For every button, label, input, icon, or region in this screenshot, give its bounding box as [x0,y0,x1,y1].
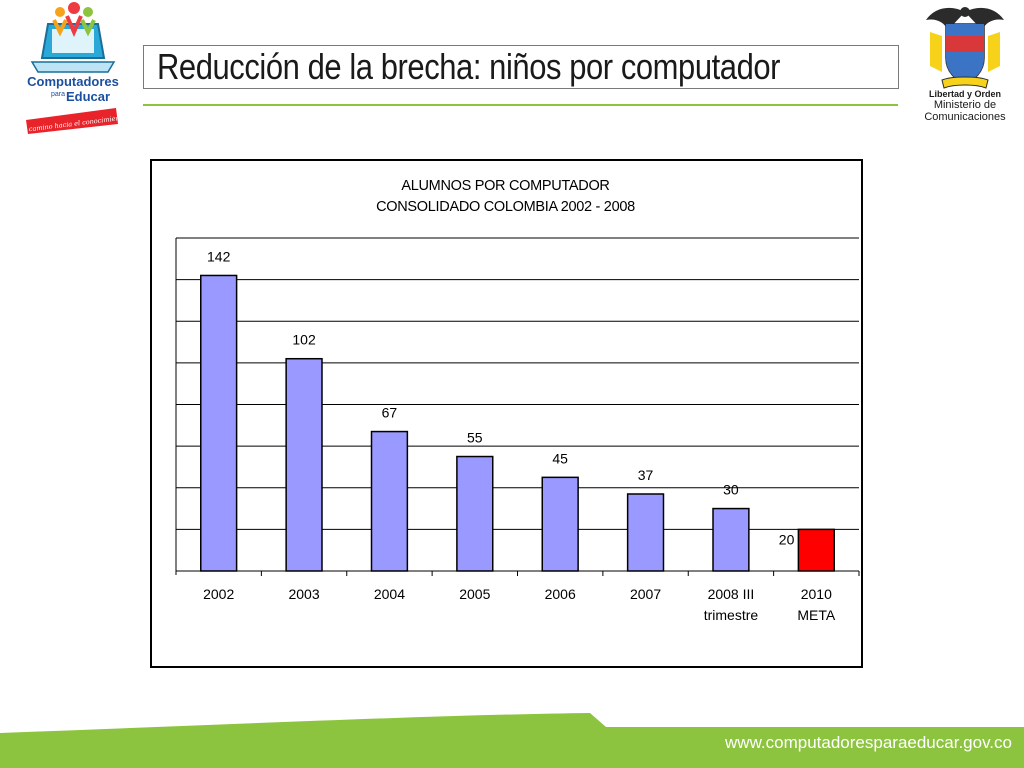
x-tick-label: 2003 [288,586,319,602]
bar [541,476,579,572]
footer-band [0,713,1024,768]
data-label: 30 [723,482,739,498]
data-label: 142 [207,248,231,264]
data-label: 37 [638,467,654,483]
bar [370,430,409,572]
data-label: 20 [779,531,795,547]
x-tick-label: 2007 [630,586,661,602]
ministry-label: Ministerio de Comunicaciones [906,99,1024,123]
bar [712,507,750,572]
x-tick-label: trimestre [704,607,759,623]
ministry-label-line2: Comunicaciones [924,111,1006,123]
title-box [143,45,899,89]
data-label: 45 [552,450,568,466]
computadores-para-educar-logo: Computadores para Educar un camino hacia… [18,2,127,135]
bar-chart: 142 2002 102 2003 67 2004 55 2005 45 2006 37 2007 30… [175,237,860,623]
x-tick-label: 2010 [801,586,832,602]
chart-title: ALUMNOS POR COMPUTADOR CONSOLIDADO COLOM… [150,176,861,218]
ministry-label-line1: Ministerio de [933,99,997,111]
data-label: 55 [467,430,483,446]
footer-url[interactable]: www.computadoresparaeducar.gov.co [725,733,1012,752]
data-label: 67 [382,405,398,421]
chart-frame [150,159,863,668]
chart-title-line1: ALUMNOS POR COMPUTADOR [401,178,610,194]
logo-text-para: para [51,91,65,98]
coat-of-arms-motto: Libertad y Orden [929,89,1001,99]
x-tick-label: 2008 III [708,586,755,602]
bar [626,493,665,572]
x-tick-label: 2006 [545,586,576,602]
bar [285,357,323,572]
logo-text-computadores: Computadores [27,74,119,89]
title-underline [143,104,898,106]
x-tick-label: 2002 [203,586,234,602]
coat-of-arms-logo: Libertad y Orden [926,7,1004,99]
x-tick-label: 2005 [459,586,490,602]
bar [456,455,494,572]
data-label: 102 [292,332,316,348]
page-title: Reducción de la brecha: niños por comput… [157,46,781,87]
logo-text-educar: Educar [66,89,110,104]
bar [200,274,238,572]
bar [797,528,835,572]
x-tick-label: 2004 [374,586,405,602]
chart-title-line2: CONSOLIDADO COLOMBIA 2002 - 2008 [376,199,635,215]
x-tick-label: META [797,607,836,623]
